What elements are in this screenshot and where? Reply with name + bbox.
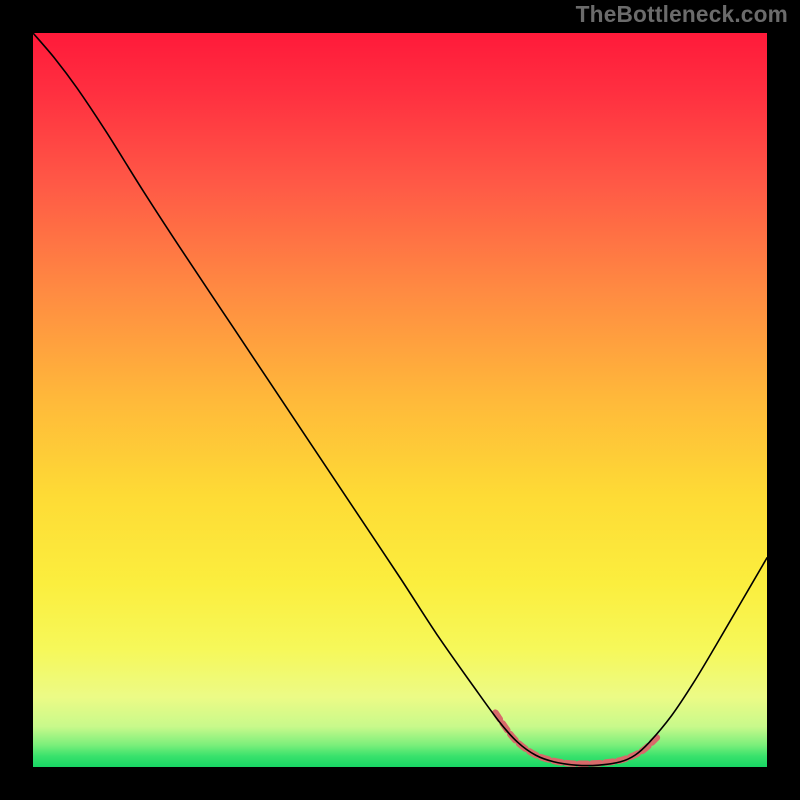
plot-area bbox=[33, 33, 767, 767]
curve-overlay bbox=[33, 33, 767, 767]
chart-frame: TheBottleneck.com bbox=[0, 0, 800, 800]
watermark-text: TheBottleneck.com bbox=[576, 1, 788, 28]
bottleneck-curve bbox=[33, 33, 767, 766]
